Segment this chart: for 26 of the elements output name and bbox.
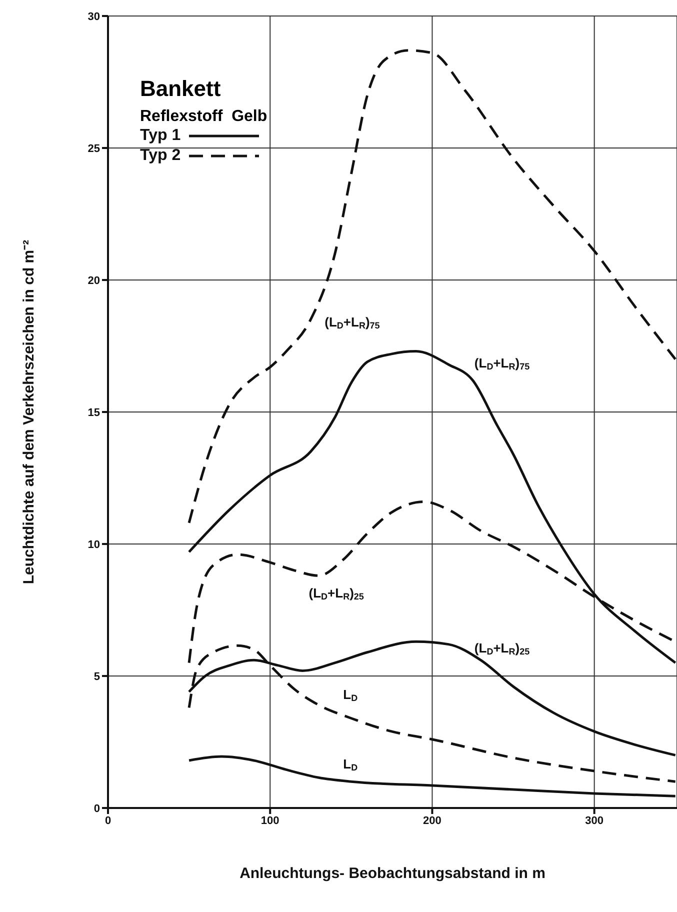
legend-label: Typ 2 xyxy=(140,147,181,165)
y-tick-label: 30 xyxy=(88,10,100,23)
x-tick-label: 100 xyxy=(260,814,280,827)
text: Bankett xyxy=(140,76,222,102)
y-tick-label: 15 xyxy=(88,406,100,419)
x-tick-label: 0 xyxy=(104,814,112,827)
y-axis-title: Leuchtdichte auf dem Verkehrszeichen in cd m⁻² xyxy=(20,240,38,584)
y-tick-label: 0 xyxy=(94,802,100,815)
y-tick-label: 5 xyxy=(94,670,100,683)
x-axis-title: Anleuchtungs- Beobachtungsabstand in m xyxy=(240,865,546,882)
x-tick-label: 300 xyxy=(585,814,604,827)
y-tick-label: 10 xyxy=(88,538,100,551)
annotation: L$_{D}$ xyxy=(343,688,358,704)
line-series xyxy=(188,644,677,783)
line-series xyxy=(188,755,677,798)
y-tick-label: 20 xyxy=(88,274,100,287)
annotation: (L$_{D}$+L$_{R}$)$_{75}$ xyxy=(474,356,530,372)
annotation: (L$_{D}$+L$_{R}$)$_{25}$ xyxy=(308,586,364,602)
legend-title: Reflexstoff Gelb xyxy=(140,108,268,126)
line-series xyxy=(188,350,677,664)
annotation: (L$_{D}$+L$_{R}$)$_{75}$ xyxy=(324,315,380,331)
y-tick-label: 25 xyxy=(88,142,100,155)
annotation: L$_{D}$ xyxy=(343,757,358,773)
x-tick-label: 200 xyxy=(423,814,442,827)
annotation: (L$_{D}$+L$_{R}$)$_{25}$ xyxy=(474,640,530,656)
legend-label: Typ 1 xyxy=(140,127,181,145)
